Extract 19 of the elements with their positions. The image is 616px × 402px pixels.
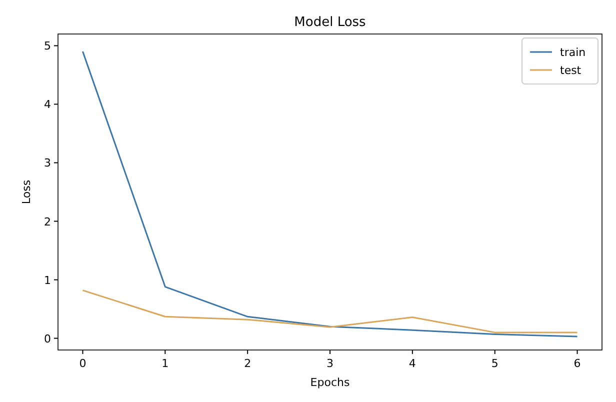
y-axis-title: Loss	[20, 180, 33, 204]
y-tick-label: 4	[44, 98, 51, 112]
x-tick-label: 1	[162, 357, 169, 370]
y-tick-label: 3	[44, 156, 51, 170]
y-tick-label: 0	[44, 332, 51, 346]
x-tick-label: 4	[408, 357, 416, 370]
y-tick-label: 2	[44, 215, 51, 228]
y-tick-label: 5	[44, 40, 51, 53]
x-tick-label: 2	[244, 357, 252, 370]
legend-label: train	[560, 46, 586, 59]
x-tick-label: 0	[79, 357, 86, 370]
y-tick-label: 1	[44, 274, 51, 287]
x-tick-label: 5	[491, 357, 498, 370]
x-axis-title: Epochs	[310, 376, 350, 389]
line-series	[82, 290, 578, 334]
chart-title: Model Loss	[294, 15, 366, 30]
x-tick-label: 3	[326, 357, 334, 370]
x-tick-label: 6	[574, 357, 581, 370]
legend-label: test	[560, 64, 582, 77]
